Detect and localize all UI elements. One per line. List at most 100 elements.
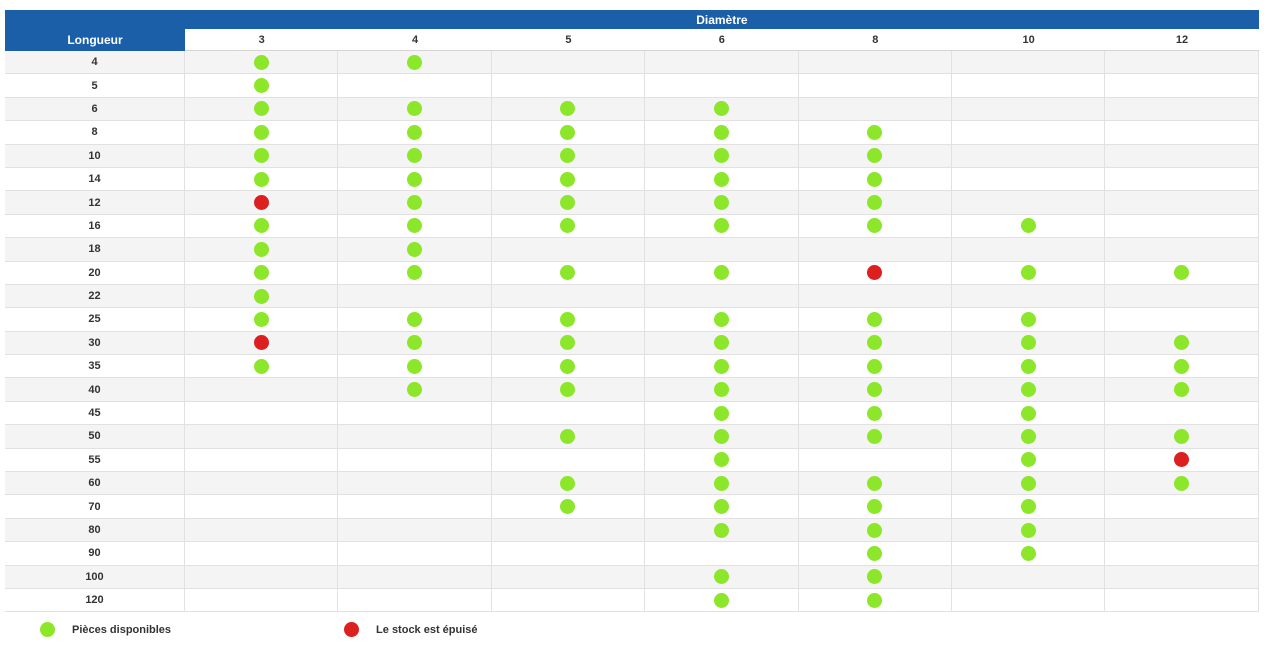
table-cell [491,472,646,496]
table-cell [491,214,646,239]
length-label: 90 [5,542,185,566]
available-dot-icon [867,382,883,398]
available-dot-icon [560,124,576,140]
table-cell [1105,284,1259,309]
available-dot-icon [407,218,423,234]
table-cell [491,191,646,215]
length-label: 40 [5,378,185,402]
table-cell [338,425,492,449]
available-dot-icon [253,101,269,117]
table-cell [645,167,799,192]
table-cell [338,565,492,589]
table-cell [951,74,1106,98]
table-cell [951,284,1106,309]
diameter-group-header: Diamètre [185,10,1259,29]
length-label: 18 [5,238,185,262]
length-label: 80 [5,518,185,543]
available-dot-icon [253,218,269,234]
available-dot-icon [407,265,423,281]
table-cell [951,214,1106,239]
available-dot-icon [713,405,729,421]
available-dot-icon [1174,475,1190,491]
table-cell [645,378,799,402]
table-cell [1105,74,1259,98]
available-dot-icon [407,124,423,140]
table-cell [798,238,952,262]
table-cell [338,378,492,402]
table-cell [951,191,1106,215]
length-label: 16 [5,214,185,239]
table-cell [1105,518,1259,543]
legend: Pièces disponibles Le stock est épuisé [40,622,478,637]
available-dot-icon [407,241,423,257]
available-dot-icon [407,54,423,70]
table-cell [645,191,799,215]
table-cell [798,401,952,426]
available-dot-icon [713,148,729,164]
table-cell [1105,167,1259,192]
table-cell [1105,144,1259,168]
available-dot-icon [867,405,883,421]
table-cell [645,308,799,332]
table-cell [185,167,339,192]
length-label: 12 [5,191,185,215]
table-cell [951,167,1106,192]
available-dot-icon [560,195,576,211]
table-cell [338,472,492,496]
table-cell [185,238,339,262]
diameter-header-10: 10 [951,29,1106,51]
available-dot-icon [407,195,423,211]
table-cell [185,308,339,332]
table-cell [951,495,1106,519]
available-dot-icon [253,358,269,374]
table-cell [951,588,1106,613]
available-dot-icon [560,218,576,234]
table-cell [338,588,492,613]
table-cell [798,214,952,239]
table-cell [185,518,339,543]
available-dot-icon [867,428,883,444]
table-cell [951,472,1106,496]
diameter-header-5: 5 [491,29,646,51]
table-cell [1105,565,1259,589]
out-of-stock-dot-icon [344,622,360,637]
table-cell [951,355,1106,379]
table-cell [951,378,1106,402]
table-cell [185,378,339,402]
available-dot-icon [713,171,729,187]
available-dot-icon [560,148,576,164]
available-dot-icon [867,475,883,491]
table-cell [645,144,799,168]
table-cell [491,401,646,426]
table-cell [185,448,339,473]
available-dot-icon [867,358,883,374]
table-cell [798,261,952,285]
table-cell [185,121,339,145]
available-dot-icon [713,311,729,327]
out-of-stock-dot-icon [1174,452,1190,468]
table-cell [951,51,1106,75]
table-cell [338,261,492,285]
available-dot-icon [407,171,423,187]
table-cell [491,355,646,379]
available-dot-icon [1020,475,1036,491]
table-cell [798,588,952,613]
table-cell [798,284,952,309]
table-cell [1105,378,1259,402]
table-cell [338,214,492,239]
table-cell [1105,51,1259,75]
legend-out-of-stock-label: Le stock est épuisé [376,623,478,636]
table-cell [491,565,646,589]
available-dot-icon [713,522,729,538]
available-dot-icon [1020,265,1036,281]
table-cell [338,144,492,168]
available-dot-icon [867,148,883,164]
table-cell [951,308,1106,332]
available-dot-icon [713,569,729,585]
available-dot-icon [713,499,729,515]
available-dot-icon [560,311,576,327]
table-cell [951,542,1106,566]
table-cell [1105,495,1259,519]
diameter-header-6: 6 [645,29,799,51]
available-dot-icon [560,101,576,117]
